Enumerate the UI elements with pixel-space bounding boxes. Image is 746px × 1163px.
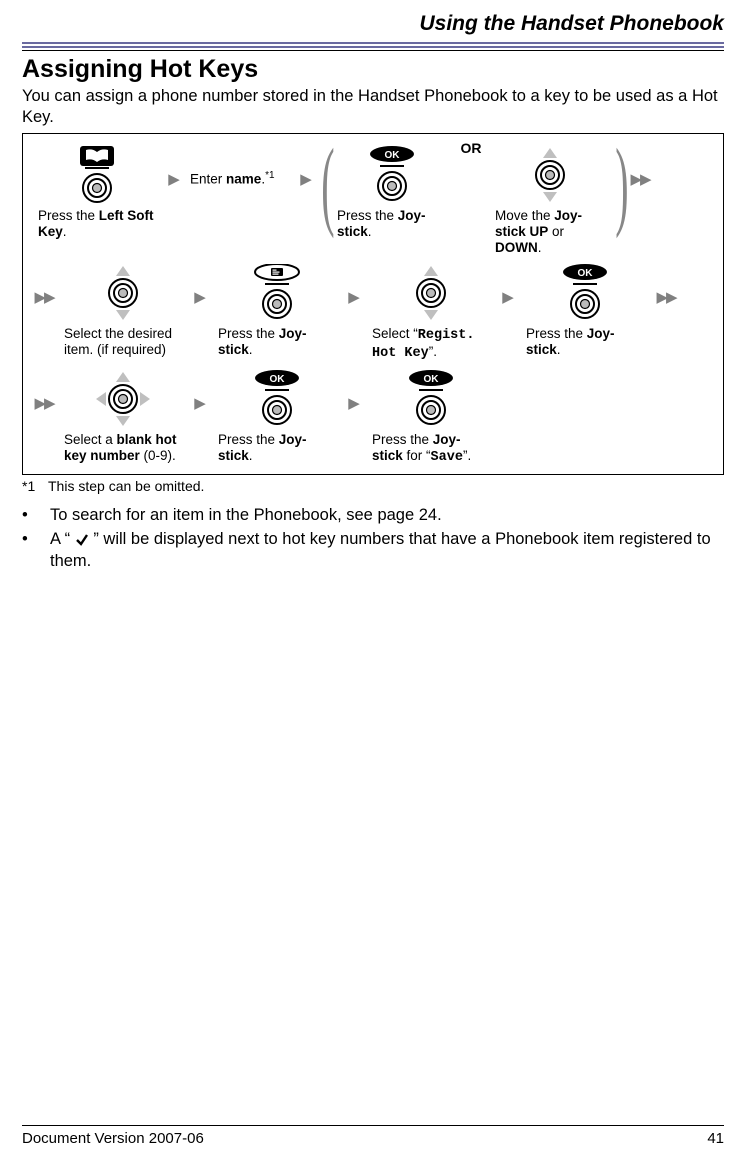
ok-joystick-icon: OK <box>560 264 610 322</box>
step-label: Press the Joy-stick. <box>526 326 644 358</box>
header-double-rule <box>22 42 724 48</box>
arrow-icon: ▶ <box>295 170 317 188</box>
svg-text:OK: OK <box>578 268 594 279</box>
joystick-up-down-icon <box>408 264 454 322</box>
ok-joystick-icon: OK <box>252 370 302 428</box>
step-label: Press the Joy-stick for “Save”. <box>372 432 490 466</box>
diagram-row: Press the Left Soft Key. ▶ Enter name.*1… <box>31 144 715 256</box>
step-left-soft-key: Press the Left Soft Key. <box>31 144 163 240</box>
step-label: Move the Joy-stick UP or DOWN. <box>495 208 605 256</box>
footnote: *1This step can be omitted. <box>22 478 724 494</box>
option-group: ( OK Press the Joy-stick. <box>317 144 625 256</box>
page-number: 41 <box>707 1130 724 1147</box>
double-arrow-icon: ▶▶ <box>31 288 57 306</box>
diagram-row: ▶▶ Select a blank hot key number (0-9). <box>31 368 715 466</box>
notes-list: •To search for an item in the Phonebook,… <box>22 504 724 573</box>
svg-text:OK: OK <box>424 374 440 385</box>
double-arrow-icon: ▶▶ <box>31 394 57 412</box>
page-footer: Document Version 2007-06 41 <box>22 1125 724 1147</box>
book-over-joystick-icon <box>74 146 120 204</box>
arrow-icon: ▶ <box>189 288 211 306</box>
ok-joystick-icon: OK <box>367 146 417 204</box>
step-select-regist-hotkey: Select “Regist. Hot Key”. <box>365 262 497 362</box>
step-press-joystick-menu: Press the Joy-stick. <box>211 262 343 358</box>
svg-text:OK: OK <box>385 150 401 161</box>
header-thin-rule <box>22 50 724 51</box>
step-label: Select “Regist. Hot Key”. <box>372 326 490 362</box>
step-label: Press the Joy-stick. <box>337 208 447 240</box>
arrow-icon: ▶ <box>189 394 211 412</box>
svg-text:OK: OK <box>270 374 286 385</box>
step-enter-name: Enter name.*1 <box>185 144 295 187</box>
paren-right-icon: ) <box>615 134 621 234</box>
arrow-icon: ▶ <box>497 288 519 306</box>
section-title: Assigning Hot Keys <box>22 55 724 84</box>
arrow-icon: ▶ <box>163 170 185 188</box>
arrow-icon: ▶ <box>343 394 365 412</box>
footnote-text: This step can be omitted. <box>48 478 204 494</box>
step-label: Select a blank hot key number (0-9). <box>64 432 182 464</box>
double-arrow-icon: ▶▶ <box>651 288 681 306</box>
step-press-joystick-ok2: OK Press the Joy-stick. <box>519 262 651 358</box>
doc-version: Document Version 2007-06 <box>22 1130 204 1147</box>
step-select-item: Select the desired item. (if required) <box>57 262 189 358</box>
diagram: Press the Left Soft Key. ▶ Enter name.*1… <box>22 133 724 474</box>
list-item: •To search for an item in the Phonebook,… <box>22 504 724 526</box>
step-press-joystick-ok: OK Press the Joy-stick. <box>331 144 453 240</box>
ok-joystick-icon: OK <box>406 370 456 428</box>
step-press-joystick-ok3: OK Press the Joy-stick. <box>211 368 343 464</box>
arrow-icon: ▶ <box>343 288 365 306</box>
step-label: Enter name.*1 <box>190 170 290 187</box>
step-select-blank-number: Select a blank hot key number (0-9). <box>57 368 189 464</box>
step-press-joystick-save: OK Press the Joy-stick for “Save”. <box>365 368 497 466</box>
step-label: Select the desired item. (if required) <box>64 326 182 358</box>
joystick-up-down-icon <box>100 264 146 322</box>
footer-rule <box>22 1125 724 1126</box>
joystick-up-down-icon <box>527 146 573 204</box>
menu-joystick-icon <box>252 264 302 322</box>
step-move-joystick-updown: Move the Joy-stick UP or DOWN. <box>489 144 611 256</box>
list-item: •A “ ” will be displayed next to hot key… <box>22 528 724 573</box>
diagram-row: ▶▶ Select the desired item. (if required… <box>31 262 715 362</box>
double-arrow-icon: ▶▶ <box>625 170 655 188</box>
intro-text: You can assign a phone number stored in … <box>22 86 724 127</box>
checkmark-icon <box>75 533 89 547</box>
paren-left-icon: ( <box>321 134 327 234</box>
step-label: Press the Left Soft Key. <box>38 208 156 240</box>
step-label: Press the Joy-stick. <box>218 432 336 464</box>
joystick-all-dirs-icon <box>94 370 152 428</box>
or-label: OR <box>461 140 482 156</box>
step-label: Press the Joy-stick. <box>218 326 336 358</box>
footnote-marker: *1 <box>22 478 48 494</box>
page-header: Using the Handset Phonebook <box>22 12 724 36</box>
